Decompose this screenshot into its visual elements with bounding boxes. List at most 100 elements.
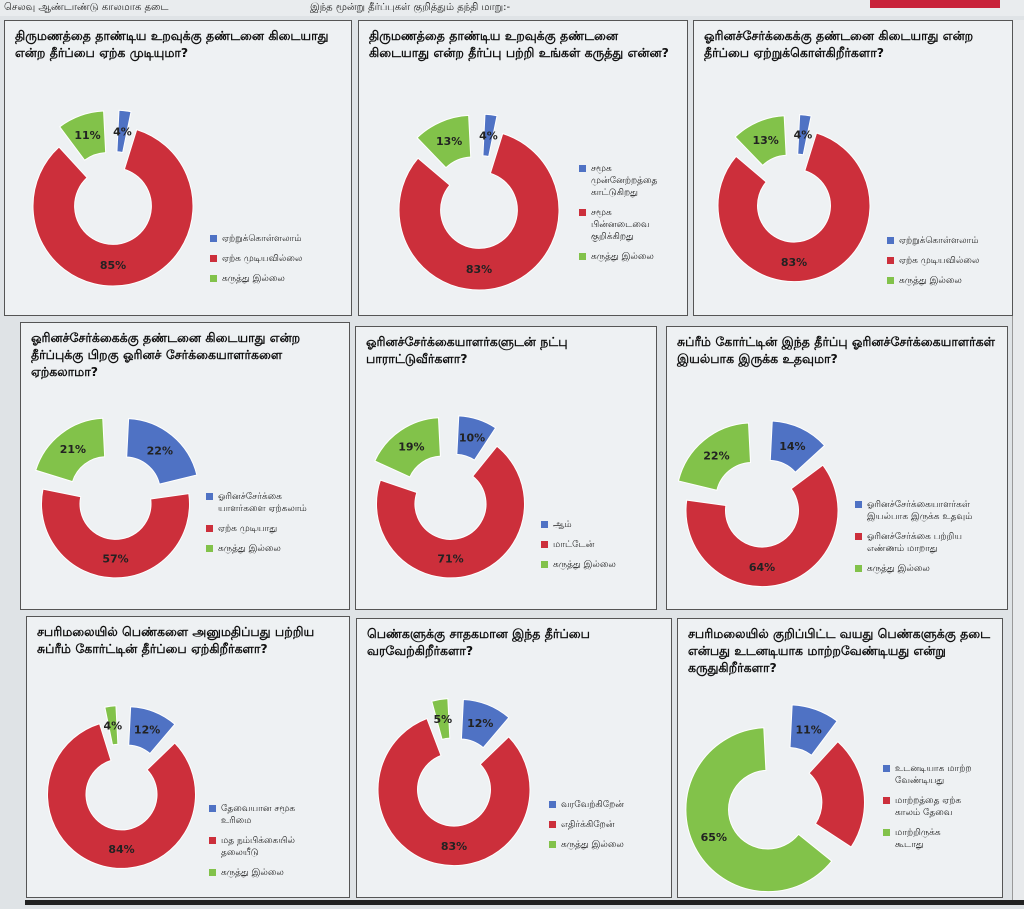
legend-item-green: கருத்து இல்லை bbox=[887, 275, 979, 287]
slice-green bbox=[677, 422, 752, 491]
legend-swatch-green bbox=[210, 275, 217, 282]
data-label: 13% bbox=[752, 134, 778, 147]
chart-legend: தேவையான சமூக உரிமை மத நம்பிக்கையில் தலைய… bbox=[209, 803, 295, 887]
legend-swatch-blue bbox=[855, 501, 862, 508]
data-label: 22% bbox=[147, 444, 173, 457]
legend-item-red: ஓரினச்சேர்க்கை பற்றிய எண்ணம் மாறாது bbox=[855, 531, 972, 555]
donut-chart: 12% 83% 5% bbox=[377, 698, 531, 867]
chart-legend: சமூக முன்னேற்றத்தை காட்டுகிறது சமூக பின்… bbox=[579, 163, 657, 271]
question-text: திருமணத்தை தாண்டிய உறவுக்கு தண்டனை கிடைய… bbox=[15, 28, 329, 60]
legend-item-blue: வரவேற்கிறேன் bbox=[549, 799, 624, 811]
slice-red bbox=[32, 128, 194, 287]
data-label: 83% bbox=[466, 263, 492, 276]
legend-swatch-green bbox=[887, 277, 894, 284]
legend-swatch-green bbox=[206, 545, 213, 552]
slice-blue bbox=[456, 415, 497, 461]
legend-item-red: மாட்டேன் bbox=[541, 539, 616, 551]
legend-item-blue: ஆம் bbox=[541, 519, 616, 531]
legend-item-blue: சமூக முன்னேற்றத்தை காட்டுகிறது bbox=[579, 163, 657, 199]
slice-blue bbox=[797, 114, 812, 156]
data-label: 4% bbox=[794, 129, 813, 142]
legend-item-green: கருத்து இல்லை bbox=[209, 867, 295, 879]
slice-red bbox=[376, 445, 525, 579]
data-label: 22% bbox=[703, 450, 729, 463]
legend-swatch-red bbox=[579, 209, 586, 216]
chart-legend: ஏற்றுக்கொள்ளலாம் ஏற்க முடியவில்லை கருத்த… bbox=[887, 235, 979, 295]
bottom-rule bbox=[25, 900, 1024, 905]
data-label: 12% bbox=[467, 717, 493, 730]
header-strip: செலவு ஆண்டாண்டு காலமாக தடை இந்த மூன்று த… bbox=[0, 0, 1024, 16]
slice-green bbox=[35, 417, 106, 483]
legend-item-green: கருத்து இல்லை bbox=[855, 563, 972, 575]
legend-swatch-blue bbox=[883, 765, 890, 772]
survey-panel-7: சபரிமலையில் பெண்களை அனுமதிப்பது பற்றிய ச… bbox=[26, 616, 350, 898]
legend-item-green: மாற்றிருக்க கூடாது bbox=[883, 827, 971, 851]
data-label: 21% bbox=[60, 443, 86, 456]
data-label: 65% bbox=[701, 831, 727, 844]
data-label: 5% bbox=[433, 713, 452, 726]
legend-item-green: கருத்து இல்லை bbox=[549, 839, 624, 851]
legend-item-green: கருத்து இல்லை bbox=[579, 251, 657, 263]
donut-chart: 4% 85% 11% bbox=[32, 109, 194, 287]
donut-chart: 10% 71% 19% bbox=[374, 415, 525, 579]
survey-panel-3: ஓரினச்சேர்க்கைக்கு தண்டனை கிடையாது என்ற … bbox=[693, 20, 1013, 316]
data-label: 11% bbox=[74, 129, 100, 142]
donut-chart: 12% 84% 4% bbox=[47, 705, 196, 869]
legend-item-blue: ஓரினச்சேர்க்கையாளர்கள் இயல்பாக இருக்க உத… bbox=[855, 499, 972, 523]
legend-swatch-green bbox=[855, 565, 862, 572]
chart-legend: ஆம் மாட்டேன் கருத்து இல்லை bbox=[541, 519, 616, 579]
slice-green bbox=[59, 110, 107, 161]
header-left-text: செலவு ஆண்டாண்டு காலமாக தடை bbox=[4, 2, 169, 13]
data-label: 85% bbox=[100, 259, 126, 272]
legend-swatch-blue bbox=[549, 801, 556, 808]
legend-swatch-red bbox=[206, 525, 213, 532]
slice-red bbox=[398, 132, 560, 291]
data-label: 12% bbox=[134, 724, 160, 737]
chart-legend: ஏற்றுக்கொள்ளலாம் ஏற்க முடியவில்லை கருத்த… bbox=[210, 233, 302, 293]
donut-chart: 4% 83% 13% bbox=[398, 113, 560, 291]
legend-swatch-blue bbox=[887, 237, 894, 244]
slice-blue bbox=[789, 704, 838, 756]
donut-chart: 22% 57% 21% bbox=[35, 417, 198, 579]
legend-item-green: கருத்து இல்லை bbox=[210, 273, 302, 285]
survey-panel-1: திருமணத்தை தாண்டிய உறவுக்கு தண்டனை கிடைய… bbox=[4, 20, 352, 316]
slice-red bbox=[377, 717, 531, 867]
legend-swatch-red bbox=[883, 797, 890, 804]
legend-swatch-blue bbox=[541, 521, 548, 528]
survey-panel-4: ஓரினச்சேர்க்கைக்கு தண்டனை கிடையாது என்ற … bbox=[20, 322, 350, 610]
legend-swatch-blue bbox=[210, 235, 217, 242]
data-label: 57% bbox=[102, 553, 128, 566]
data-label: 64% bbox=[749, 561, 775, 574]
legend-swatch-green bbox=[883, 829, 890, 836]
data-label: 19% bbox=[398, 440, 424, 453]
legend-item-blue: உடனடியாக மாற்ற வேண்டியது bbox=[883, 763, 971, 787]
legend-swatch-red bbox=[210, 255, 217, 262]
legend-swatch-blue bbox=[206, 493, 213, 500]
slice-blue bbox=[769, 420, 826, 473]
slice-green bbox=[374, 417, 441, 478]
legend-swatch-blue bbox=[579, 165, 586, 172]
data-label: 4% bbox=[479, 129, 498, 142]
survey-panel-2: திருமணத்தை தாண்டிய உறவுக்கு தண்டனை கிடைய… bbox=[358, 20, 688, 316]
slice-blue bbox=[460, 699, 510, 749]
data-label: 83% bbox=[781, 256, 807, 269]
legend-item-red: மாற்றத்தை ஏற்க காலம் தேவை bbox=[883, 795, 971, 819]
donut-chart: 11%24%65% bbox=[685, 704, 865, 893]
slice-green bbox=[416, 114, 472, 169]
legend-swatch-red bbox=[855, 533, 862, 540]
slice-red bbox=[47, 723, 196, 869]
legend-item-green: கருத்து இல்லை bbox=[206, 543, 307, 555]
legend-swatch-green bbox=[579, 253, 586, 260]
chart-legend: ஓரினச்சேர்க்கையாளர்கள் இயல்பாக இருக்க உத… bbox=[855, 499, 972, 583]
legend-item-red: ஏற்க முடியவில்லை bbox=[887, 255, 979, 267]
survey-panel-6: சுப்ரீம் கோர்ட்டின் இந்த தீர்ப்பு ஓரினச்… bbox=[666, 326, 1008, 610]
question-text: திருமணத்தை தாண்டிய உறவுக்கு தண்டனை கிடைய… bbox=[369, 28, 669, 60]
question-text: பெண்களுக்கு சாதகமான இந்த தீர்ப்பை வரவேற்… bbox=[367, 626, 590, 658]
survey-panel-5: ஓரினச்சேர்க்கையாளர்களுடன் நட்பு பாராட்டு… bbox=[355, 326, 657, 610]
slice-green bbox=[104, 705, 119, 746]
question-text: ஓரினச்சேர்க்கையாளர்களுடன் நட்பு பாராட்டு… bbox=[366, 334, 568, 366]
slice-green bbox=[734, 115, 787, 167]
data-label: 4% bbox=[103, 719, 122, 732]
question-text: ஓரினச்சேர்க்கைக்கு தண்டனை கிடையாது என்ற … bbox=[31, 330, 301, 379]
question-text: ஓரினச்சேர்க்கைக்கு தண்டனை கிடையாது என்ற … bbox=[704, 28, 974, 60]
